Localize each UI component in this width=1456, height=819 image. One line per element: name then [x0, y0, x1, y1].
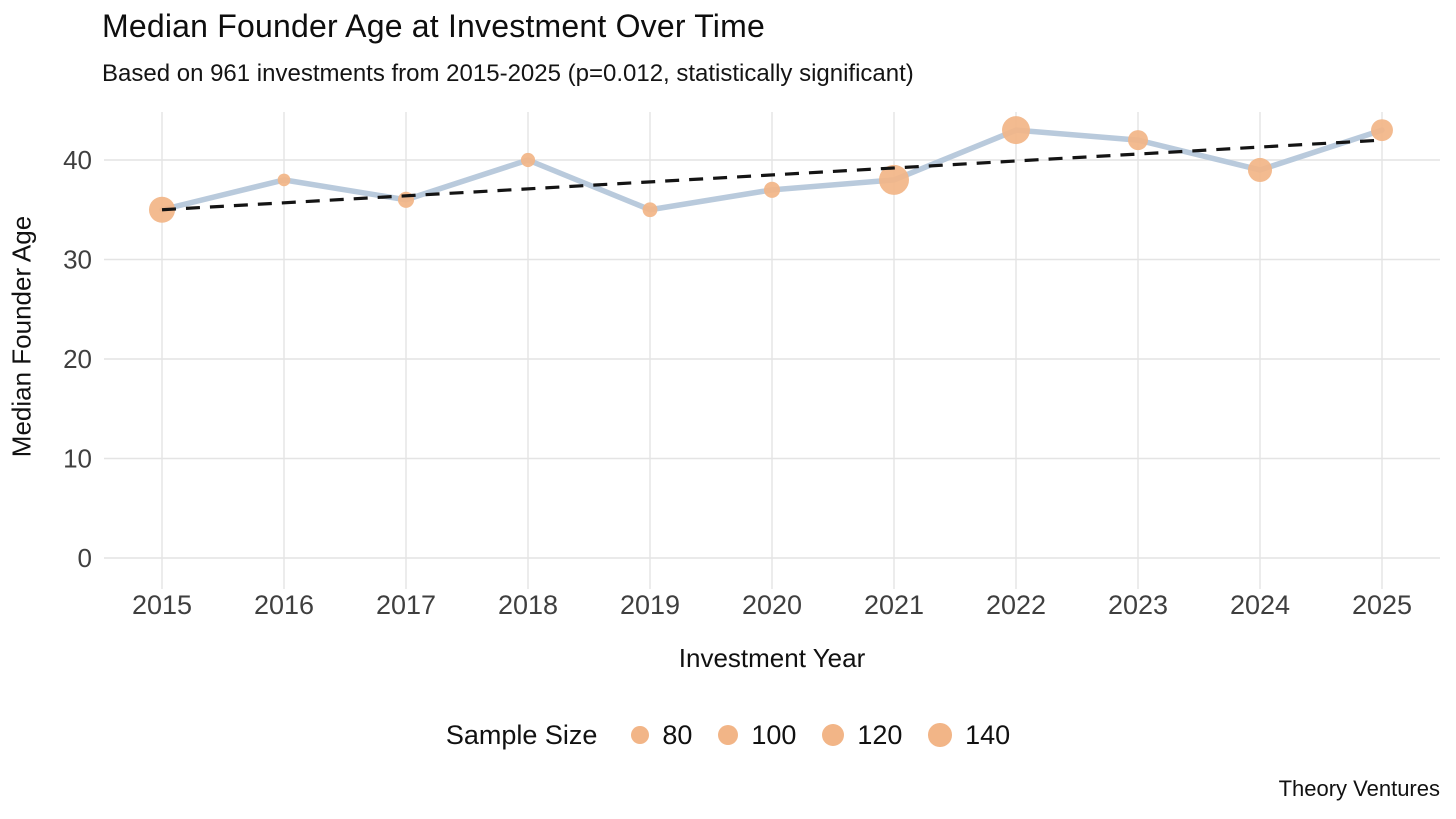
data-point-2024	[1247, 157, 1273, 182]
data-point-2025	[1371, 119, 1393, 142]
y-tick-label: 20	[63, 344, 92, 374]
legend-item-140: 140	[928, 720, 1010, 751]
y-tick-label: 10	[63, 444, 92, 474]
y-tick-label: 30	[63, 245, 92, 275]
data-point-2019	[642, 202, 658, 218]
x-tick-label: 2015	[132, 590, 192, 620]
data-point-2022	[1002, 116, 1030, 145]
data-point-2020	[763, 181, 781, 198]
x-tick-label: 2022	[986, 590, 1046, 620]
data-point-2021	[879, 164, 909, 195]
x-tick-label: 2025	[1352, 590, 1412, 620]
x-tick-label: 2024	[1230, 590, 1290, 620]
attribution-text: Theory Ventures	[1278, 776, 1440, 801]
x-tick-label: 2020	[742, 590, 802, 620]
legend-bubble-icon	[822, 724, 845, 746]
legend-item-100: 100	[718, 720, 796, 751]
x-tick-label: 2019	[620, 590, 680, 620]
legend-bubble-icon	[718, 725, 739, 745]
legend-value: 140	[965, 719, 1011, 750]
trend-line	[161, 138, 1383, 212]
data-point-2016	[277, 173, 291, 187]
legend-bubble-icon	[631, 726, 650, 744]
legend-item-120: 120	[822, 720, 902, 751]
y-tick-label: 40	[63, 145, 92, 175]
x-tick-label: 2017	[376, 590, 436, 620]
legend-bubble-icon	[928, 723, 953, 747]
x-tick-label: 2016	[254, 590, 314, 620]
x-tick-label: 2023	[1108, 590, 1168, 620]
legend-item-80: 80	[631, 720, 692, 751]
chart-title: Median Founder Age at Investment Over Ti…	[102, 8, 765, 44]
legend-value: 100	[751, 719, 797, 750]
x-axis-title: Investment Year	[678, 643, 866, 673]
legend-title: Sample Size	[445, 719, 598, 750]
data-point-2018	[520, 152, 536, 168]
y-axis-title: Median Founder Age	[6, 215, 37, 458]
y-tick-label: 0	[78, 543, 92, 573]
legend-value: 80	[662, 719, 693, 750]
x-tick-label: 2021	[864, 590, 924, 620]
legend-value: 120	[857, 719, 903, 750]
x-tick-label: 2018	[498, 590, 558, 620]
chart-subtitle: Based on 961 investments from 2015-2025 …	[102, 60, 914, 87]
legend: Sample Size 80 100 120 140	[0, 712, 1456, 758]
data-point-2023	[1128, 130, 1148, 151]
